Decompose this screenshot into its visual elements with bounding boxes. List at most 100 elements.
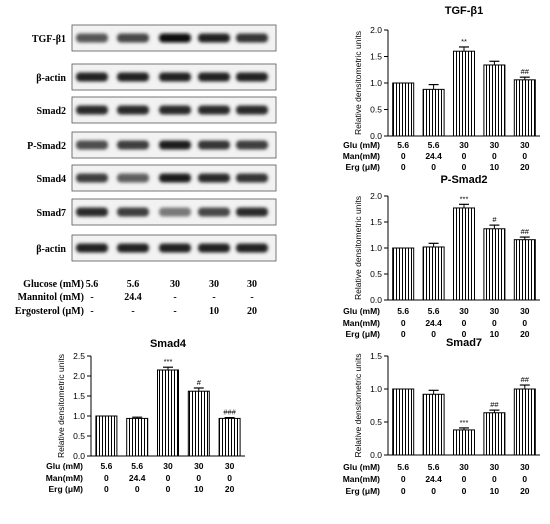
condition-value: 0: [401, 318, 406, 328]
y-axis-label: Relative densitometric units: [56, 354, 66, 458]
condition-value: 0: [166, 484, 171, 494]
bar: [95, 415, 118, 457]
y-tick-label: 2.0: [370, 191, 382, 201]
blot-condition-value: 5.6: [86, 279, 99, 290]
significance-label: #: [492, 215, 497, 224]
condition-value: 0: [401, 151, 406, 161]
condition-value: 0: [166, 473, 171, 483]
blot-condition-value: 5.6: [127, 279, 140, 290]
condition-value: 0: [492, 151, 497, 161]
condition-label: Glu (mM): [343, 306, 380, 316]
y-tick-label: 2.0: [73, 371, 85, 381]
blot-band: [198, 173, 230, 183]
condition-value: 10: [490, 486, 500, 496]
condition-value: 0: [462, 486, 467, 496]
blot-band: [159, 72, 191, 82]
blot-row-label: Smad4: [37, 174, 66, 185]
condition-value: 5.6: [397, 462, 409, 472]
blot-condition-value: -: [173, 292, 176, 303]
condition-value: 10: [490, 162, 500, 172]
y-tick-label: 1.5: [370, 52, 382, 62]
y-tick-label: 0.0: [370, 450, 382, 460]
bar: [513, 388, 536, 456]
blot-condition-value: -: [212, 292, 215, 303]
significance-label: ##: [521, 375, 530, 384]
y-tick-label: 0.0: [370, 295, 382, 305]
condition-value: 0: [492, 474, 497, 484]
condition-label: Man(mM): [343, 474, 380, 484]
significance-label: **: [461, 37, 467, 46]
blot-condition-value: 10: [209, 306, 219, 317]
blot-band: [236, 33, 268, 43]
bar: [483, 64, 506, 137]
y-tick-label: 0.5: [73, 431, 85, 441]
significance-label: #: [197, 378, 202, 387]
condition-value: 30: [490, 462, 500, 472]
condition-value: 20: [520, 486, 530, 496]
condition-value: 30: [194, 461, 204, 471]
condition-value: 30: [520, 140, 530, 150]
significance-label: ##: [490, 400, 499, 409]
condition-value: 10: [194, 484, 204, 494]
bar-charts: TGF-β1 0.0 0.5 1.0 1.5 2.0 Relative densitomet…: [46, 5, 540, 496]
significance-label: ***: [460, 418, 469, 427]
condition-value: 30: [459, 306, 469, 316]
condition-value: 0: [104, 473, 109, 483]
bar-chart: Smad4 0.0 0.5 1.0 1.5 2.0 2.5 Relative densitom…: [46, 338, 245, 494]
blot-row-label: P-Smad2: [27, 141, 66, 152]
y-tick-label: 0.5: [370, 417, 382, 427]
condition-value: 0: [401, 486, 406, 496]
blot-band: [159, 207, 191, 217]
condition-value: 0: [196, 473, 201, 483]
condition-label: Man(mM): [46, 473, 83, 483]
condition-value: 30: [459, 140, 469, 150]
y-tick-label: 0.5: [370, 105, 382, 115]
y-tick-label: 1.5: [370, 351, 382, 361]
bar: [483, 228, 506, 301]
condition-value: 0: [431, 162, 436, 172]
blot-band: [76, 33, 108, 43]
condition-value: 0: [462, 151, 467, 161]
blot-band: [198, 105, 230, 115]
condition-value: 5.6: [428, 462, 440, 472]
y-axis-label: Relative densitometric units: [353, 354, 363, 458]
bar: [422, 88, 445, 137]
y-tick-label: 0.0: [73, 451, 85, 461]
y-tick-label: 0.5: [370, 269, 382, 279]
significance-label: ***: [460, 194, 469, 203]
chart-title: Smad7: [446, 337, 482, 349]
blot-condition-value: -: [173, 306, 176, 317]
blot-condition-value: -: [90, 306, 93, 317]
condition-value: 0: [135, 484, 140, 494]
bar-chart: Smad7 0.0 0.5 1.0 1.5 Relative densitometric …: [343, 337, 540, 496]
y-axis-label: Relative densitometric units: [353, 196, 363, 300]
y-tick-label: 1.5: [370, 217, 382, 227]
blot-condition-label: Glucose (mM): [23, 279, 84, 290]
condition-value: 0: [431, 486, 436, 496]
blot-condition-value: -: [90, 292, 93, 303]
condition-value: 20: [520, 329, 530, 339]
bar: [392, 247, 415, 301]
condition-value: 30: [520, 462, 530, 472]
blot-band: [236, 243, 268, 253]
condition-label: Erg (μM): [346, 329, 381, 339]
bar: [453, 207, 475, 301]
condition-value: 0: [462, 162, 467, 172]
blot-band: [117, 243, 149, 253]
condition-value: 5.6: [397, 306, 409, 316]
condition-value: 0: [522, 318, 527, 328]
condition-value: 20: [225, 484, 235, 494]
condition-value: 0: [462, 318, 467, 328]
blot-band: [198, 207, 230, 217]
blot-band: [76, 72, 108, 82]
blot-band: [198, 140, 230, 150]
blot-band: [236, 207, 268, 217]
condition-label: Glu (mM): [46, 461, 83, 471]
significance-label: ##: [521, 227, 530, 236]
blot-row-label: Smad7: [37, 208, 66, 219]
blot-condition-value: -: [250, 292, 253, 303]
condition-value: 0: [431, 329, 436, 339]
bar: [513, 239, 536, 301]
chart-title: Smad4: [150, 338, 187, 350]
